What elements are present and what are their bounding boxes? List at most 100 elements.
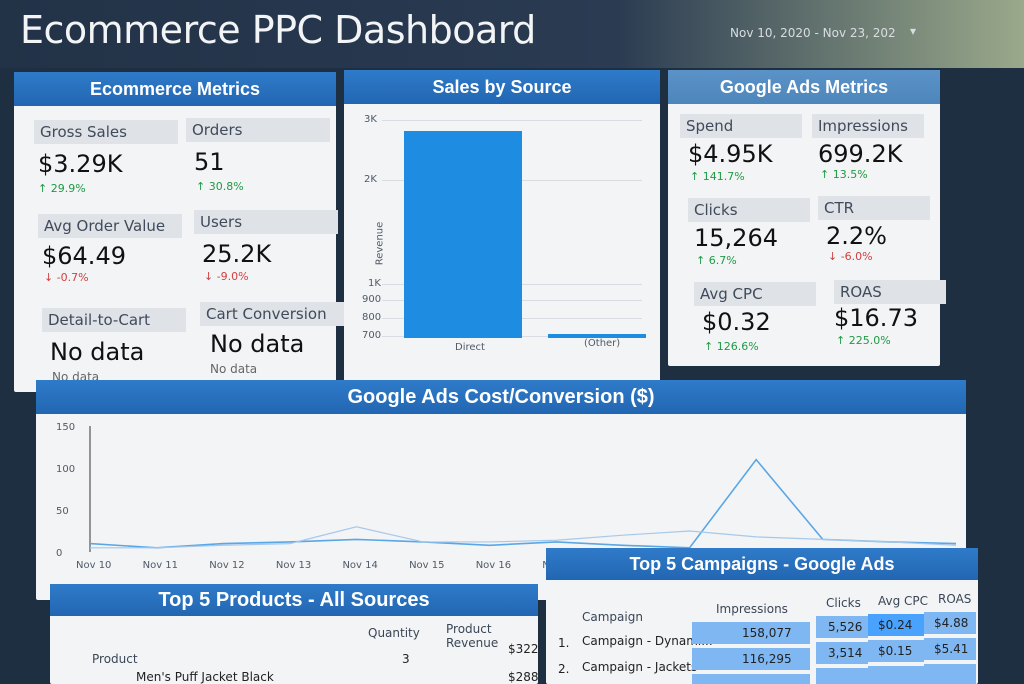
metric-delta: ↑ 225.0% <box>836 334 891 347</box>
table-cell: $288 <box>508 670 539 684</box>
metric-label: Orders <box>186 118 330 142</box>
metric-label: Users <box>194 210 338 234</box>
y-tick: 2K <box>364 174 377 185</box>
metric-label: Cart Conversion <box>200 302 344 326</box>
x-tick: Nov 11 <box>143 560 178 571</box>
metric-delta: No data <box>210 362 258 376</box>
metric-delta: ↑ 6.7% <box>696 254 737 267</box>
column-header[interactable]: Product <box>92 652 138 666</box>
series-line-0 <box>89 458 957 549</box>
panel-title: Top 5 Campaigns - Google Ads <box>546 548 978 580</box>
table-cell: 3 <box>402 652 410 666</box>
metric-value: 2.2% <box>826 222 887 250</box>
metric-delta: ↓ -0.7% <box>44 271 89 284</box>
column-header[interactable]: Clicks <box>826 596 861 610</box>
metric-label: ROAS <box>834 280 946 304</box>
table-cell[interactable]: Campaign - Jackets <box>582 660 698 674</box>
x-tick: Nov 14 <box>342 560 377 571</box>
top-products-panel: Top 5 Products - All Sources Product Qua… <box>50 584 539 684</box>
column-header[interactable]: Product Revenue <box>446 622 499 650</box>
table-cell[interactable]: Campaign - Dynami... <box>582 634 713 648</box>
y-tick: 900 <box>362 294 382 305</box>
metric-value: $0.32 <box>702 308 771 336</box>
metric-label: Avg CPC <box>694 282 816 306</box>
y-tick: 150 <box>56 422 75 433</box>
column-header[interactable]: Impressions <box>716 602 788 616</box>
panel-title: Google Ads Cost/Conversion ($) <box>36 380 966 414</box>
metric-delta: ↑ 30.8% <box>196 180 244 193</box>
table-cell: $5.41 <box>934 642 969 656</box>
gridline <box>382 120 642 121</box>
y-tick: 0 <box>56 548 62 559</box>
header-bar <box>0 0 1024 68</box>
series-line-1 <box>90 526 957 549</box>
metric-value: $64.49 <box>42 242 126 270</box>
heat-cell <box>868 614 924 636</box>
heat-cell <box>816 668 868 684</box>
metric-label: CTR <box>818 196 930 220</box>
panel-title: Top 5 Products - All Sources <box>50 584 538 616</box>
x-tick: Nov 10 <box>76 560 111 571</box>
column-header[interactable]: Avg CPC <box>878 594 929 608</box>
metric-label: Spend <box>680 114 802 138</box>
table-cell: $0.24 <box>878 618 913 632</box>
top-campaigns-panel: Top 5 Campaigns - Google Ads Campaign Im… <box>546 548 978 684</box>
panel-title: Ecommerce Metrics <box>14 72 336 106</box>
metric-value: 51 <box>194 148 225 176</box>
heat-cell <box>692 674 810 684</box>
heat-cell <box>816 642 868 664</box>
x-tick: Nov 12 <box>209 560 244 571</box>
table-cell: Men's Puff Jacket Black <box>136 670 274 684</box>
column-header[interactable]: Campaign <box>582 610 643 624</box>
table-cell: $4.88 <box>934 616 969 630</box>
metric-label: Clicks <box>688 198 810 222</box>
heat-cell <box>868 640 924 662</box>
metric-delta: ↑ 126.6% <box>704 340 759 353</box>
date-range-selector[interactable]: Nov 10, 2020 - Nov 23, 202 <box>730 26 896 40</box>
column-header[interactable]: ROAS <box>938 592 972 606</box>
metric-value: $4.95K <box>688 140 773 168</box>
metric-label: Detail-to-Cart <box>42 308 186 332</box>
chevron-down-icon[interactable]: ▾ <box>910 24 917 38</box>
metric-label: Impressions <box>812 114 924 138</box>
metric-label: Avg Order Value <box>38 214 182 238</box>
table-cell: 3,514 <box>828 646 863 660</box>
y-tick: 700 <box>362 330 382 341</box>
metric-value: 15,264 <box>694 224 778 252</box>
google-ads-metrics-panel: Google Ads Metrics Spend $4.95K ↑ 141.7%… <box>668 70 946 366</box>
x-tick: Nov 15 <box>409 560 444 571</box>
metric-value: $16.73 <box>834 304 918 332</box>
y-tick: 3K <box>364 114 377 125</box>
metric-value: No data <box>50 338 145 366</box>
x-label: Direct <box>455 342 485 353</box>
table-cell: 5,526 <box>828 620 863 634</box>
heat-cell <box>692 622 810 644</box>
bar-other <box>548 333 646 338</box>
y-tick: 50 <box>56 506 69 517</box>
x-tick: Nov 13 <box>276 560 311 571</box>
metric-label: Gross Sales <box>34 120 178 144</box>
heat-cell <box>924 612 976 634</box>
table-cell: $0.15 <box>878 644 913 658</box>
heat-cell <box>692 648 810 670</box>
row-index: 1. <box>558 636 570 650</box>
table-cell: $322 <box>508 642 539 656</box>
x-tick: Nov 16 <box>476 560 511 571</box>
heat-cell <box>868 666 924 684</box>
cost-conversion-panel: Google Ads Cost/Conversion ($) 0 50 100 150… <box>36 380 966 600</box>
heat-cell <box>816 616 868 638</box>
sales-by-source-chart: 3K 2K 1K 900 800 700 Revenue Direct (Oth… <box>360 112 652 353</box>
metric-delta: ↑ 29.9% <box>38 182 86 195</box>
row-index: 2. <box>558 662 570 676</box>
metric-delta: ↓ -9.0% <box>204 270 249 283</box>
panel-title: Google Ads Metrics <box>668 70 940 104</box>
page-title: Ecommerce PPC Dashboard <box>20 8 536 52</box>
metric-delta: ↑ 141.7% <box>690 170 745 183</box>
ecommerce-metrics-panel: Ecommerce Metrics Gross Sales $3.29K ↑ 2… <box>14 72 344 392</box>
heat-cell <box>924 638 976 660</box>
column-header[interactable]: Quantity <box>368 626 420 640</box>
table-cell: 116,295 <box>742 652 792 666</box>
x-label: (Other) <box>584 338 621 349</box>
bar-direct <box>404 130 522 338</box>
y-tick: 800 <box>362 312 382 323</box>
